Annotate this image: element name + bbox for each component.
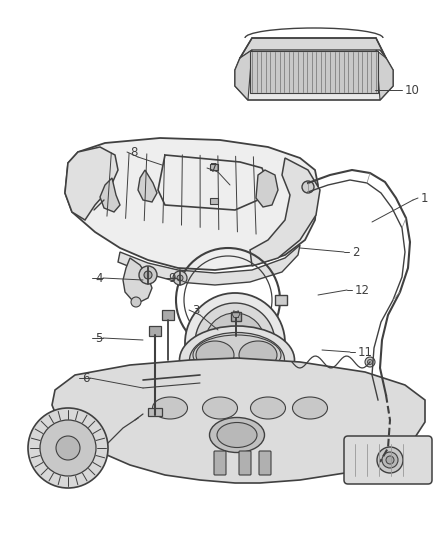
- Circle shape: [185, 293, 285, 393]
- Ellipse shape: [217, 423, 257, 448]
- Circle shape: [367, 359, 372, 365]
- Ellipse shape: [293, 397, 328, 419]
- Text: 10: 10: [405, 84, 420, 96]
- Text: 1: 1: [421, 191, 428, 205]
- Bar: [210, 198, 218, 204]
- Circle shape: [365, 357, 375, 367]
- Ellipse shape: [196, 341, 234, 369]
- Bar: [231, 312, 241, 321]
- Bar: [275, 295, 287, 305]
- Polygon shape: [376, 50, 393, 100]
- Polygon shape: [118, 245, 300, 285]
- Ellipse shape: [251, 397, 286, 419]
- Text: 11: 11: [358, 345, 373, 359]
- Ellipse shape: [202, 397, 237, 419]
- FancyBboxPatch shape: [214, 451, 226, 475]
- Text: 5: 5: [95, 332, 102, 344]
- Polygon shape: [65, 138, 318, 270]
- Circle shape: [40, 420, 96, 476]
- FancyBboxPatch shape: [344, 436, 432, 484]
- Text: 6: 6: [82, 372, 89, 384]
- Circle shape: [205, 313, 265, 373]
- Circle shape: [131, 297, 141, 307]
- Circle shape: [56, 436, 80, 460]
- Circle shape: [302, 181, 314, 193]
- Circle shape: [173, 271, 187, 285]
- FancyBboxPatch shape: [239, 451, 251, 475]
- Polygon shape: [123, 258, 152, 302]
- Circle shape: [382, 452, 398, 468]
- Ellipse shape: [239, 341, 277, 369]
- FancyBboxPatch shape: [250, 51, 378, 93]
- Polygon shape: [235, 50, 252, 100]
- Polygon shape: [138, 170, 157, 202]
- Circle shape: [144, 271, 152, 279]
- Polygon shape: [100, 178, 120, 212]
- Polygon shape: [235, 58, 393, 100]
- Circle shape: [28, 408, 108, 488]
- Circle shape: [139, 266, 157, 284]
- Circle shape: [177, 275, 183, 281]
- Text: 12: 12: [355, 284, 370, 296]
- Polygon shape: [65, 147, 118, 220]
- Circle shape: [377, 447, 403, 473]
- FancyBboxPatch shape: [259, 451, 271, 475]
- Ellipse shape: [190, 333, 285, 387]
- Bar: [210, 164, 218, 170]
- Text: 9: 9: [168, 271, 176, 285]
- Text: 8: 8: [130, 146, 138, 158]
- Polygon shape: [250, 158, 320, 266]
- Polygon shape: [52, 358, 425, 483]
- Bar: [149, 326, 161, 336]
- Ellipse shape: [180, 326, 294, 394]
- Circle shape: [195, 303, 275, 383]
- Text: 7: 7: [210, 161, 218, 174]
- Ellipse shape: [152, 397, 187, 419]
- Text: 4: 4: [95, 271, 102, 285]
- Polygon shape: [256, 170, 278, 207]
- Bar: [162, 310, 174, 320]
- Ellipse shape: [209, 417, 265, 453]
- Text: 3: 3: [192, 303, 199, 317]
- Polygon shape: [240, 38, 386, 58]
- Text: 2: 2: [352, 246, 360, 259]
- Bar: [148, 408, 162, 416]
- Circle shape: [386, 456, 394, 464]
